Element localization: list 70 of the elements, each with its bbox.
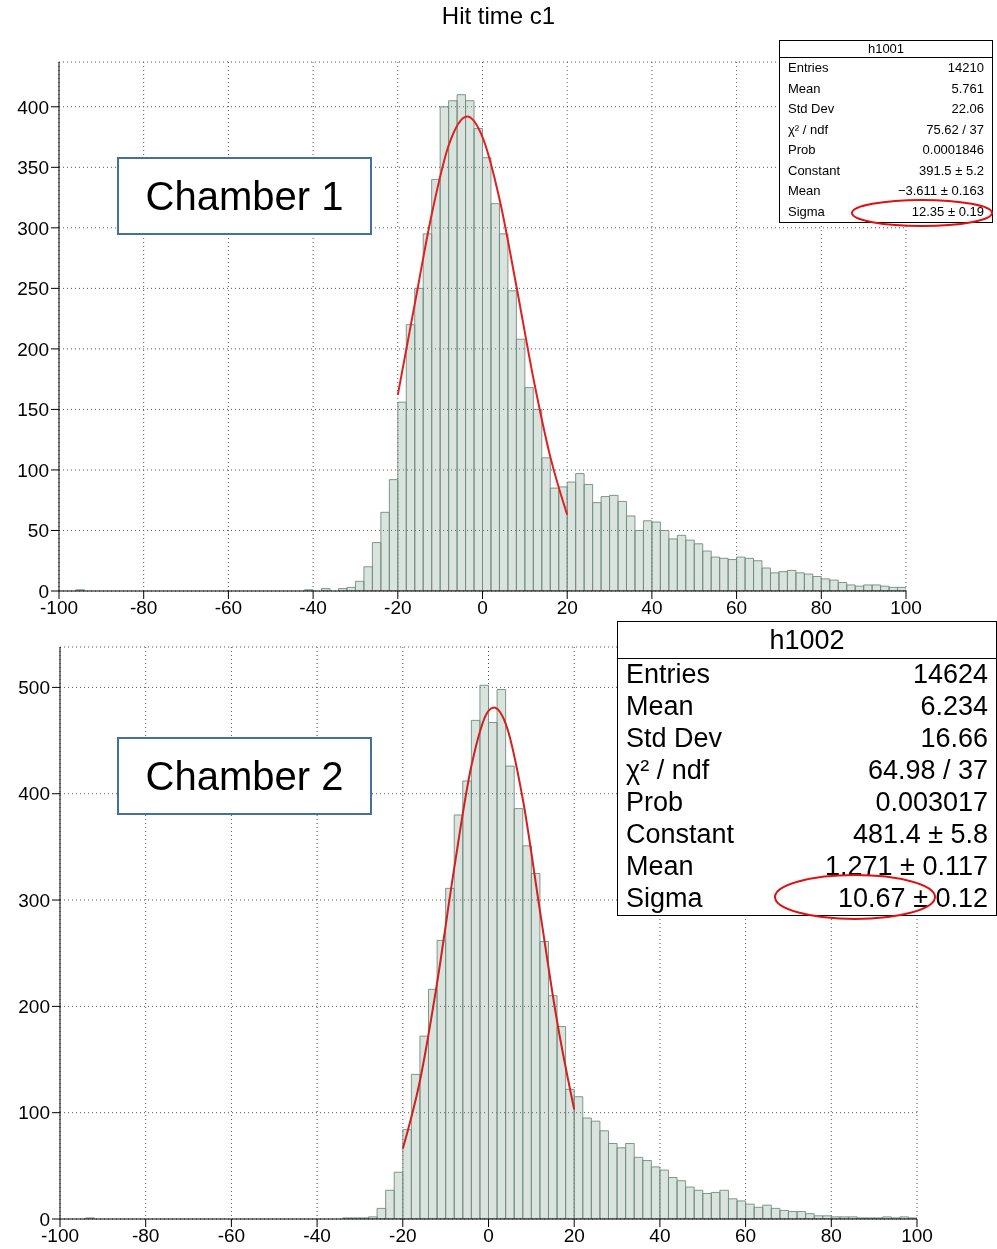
x-tick-label: -80 (129, 597, 158, 619)
x-tick-label: 40 (641, 597, 663, 619)
annotation: Constant (626, 819, 735, 850)
y-tick-label: 400 (18, 783, 50, 805)
x-tick-label: -80 (131, 1225, 160, 1247)
annotation: 10.67 ± 0.12 (838, 883, 988, 914)
annotation: Std Dev (626, 723, 723, 754)
y-tick-label: 100 (18, 1102, 50, 1124)
x-tick-label: -60 (214, 597, 243, 619)
y-tick-label: 250 (17, 278, 49, 300)
x-tick-label: 100 (890, 597, 922, 619)
annotation: 481.4 ± 5.8 (853, 819, 988, 850)
x-tick-label: 0 (477, 597, 488, 619)
text: 14210 (947, 60, 984, 76)
x-tick-label: 60 (735, 1225, 757, 1247)
annotation: h1002 (618, 622, 996, 659)
annotation: Constant (788, 162, 841, 178)
text: 75.62 / 37 (926, 121, 984, 137)
y-tick-label: 400 (17, 96, 49, 118)
text: 391.5 ± 5.2 (919, 162, 984, 178)
annotation: Mean (788, 183, 821, 199)
annotation: Entries (788, 60, 829, 76)
text: 16.66 (920, 723, 988, 754)
annotation: Sigma (626, 883, 703, 914)
annotation: 1.271 ± 0.117 (825, 851, 988, 882)
annotation: Std Dev (788, 101, 835, 117)
y-tick-label: 300 (17, 217, 49, 239)
x-tick-label: 20 (556, 597, 578, 619)
y-tick-label: 150 (17, 399, 49, 421)
annotation: Prob (626, 787, 684, 818)
y-tick-label: 200 (17, 338, 49, 360)
annotation: 14624 (912, 659, 988, 690)
x-tick-label: -40 (299, 597, 327, 619)
annotation: Entries (626, 659, 711, 690)
text: 12.35 ± 0.19 (911, 203, 984, 219)
annotation: 0.003017 (875, 787, 988, 818)
annotation: Chamber 2 (117, 737, 372, 815)
y-tick-label: 350 (17, 157, 49, 179)
text: 6.234 (920, 691, 988, 722)
annotation: Sigma (788, 203, 825, 219)
annotation: Mean (788, 80, 821, 96)
x-tick-label: -20 (389, 1225, 417, 1247)
text: h1001 (780, 41, 992, 58)
x-tick-label: 80 (810, 597, 832, 619)
annotation: χ² / ndf (626, 755, 710, 786)
x-tick-label: 100 (901, 1225, 933, 1247)
x-tick-label: -40 (303, 1225, 331, 1247)
x-tick-label: 40 (649, 1225, 671, 1247)
annotation: Chamber 1 (117, 157, 372, 235)
x-tick-label: 80 (820, 1225, 842, 1247)
text: 0.0001846 (922, 142, 984, 158)
chart-title: Hit time c1 (440, 2, 557, 30)
annotation: Mean (626, 691, 694, 722)
annotation: χ² / ndf (788, 121, 829, 137)
y-tick-label: 200 (18, 996, 50, 1018)
x-tick-label: 60 (726, 597, 748, 619)
text: 5.761 (951, 80, 984, 96)
x-tick-label: -60 (217, 1225, 246, 1247)
y-tick-label: 100 (17, 459, 49, 481)
annotation: 64.98 / 37 (867, 755, 988, 786)
text: 22.06 (951, 101, 984, 117)
annotation: −3.611 ± 0.163 (897, 183, 984, 199)
x-tick-label: -20 (384, 597, 412, 619)
y-tick-label: 300 (18, 889, 50, 911)
annotation: Prob (788, 142, 816, 158)
x-tick-label: 0 (483, 1225, 494, 1247)
y-tick-label: 50 (27, 520, 49, 542)
x-tick-label: 20 (563, 1225, 585, 1247)
y-tick-label: 500 (18, 677, 50, 699)
annotation: Mean (626, 851, 694, 882)
